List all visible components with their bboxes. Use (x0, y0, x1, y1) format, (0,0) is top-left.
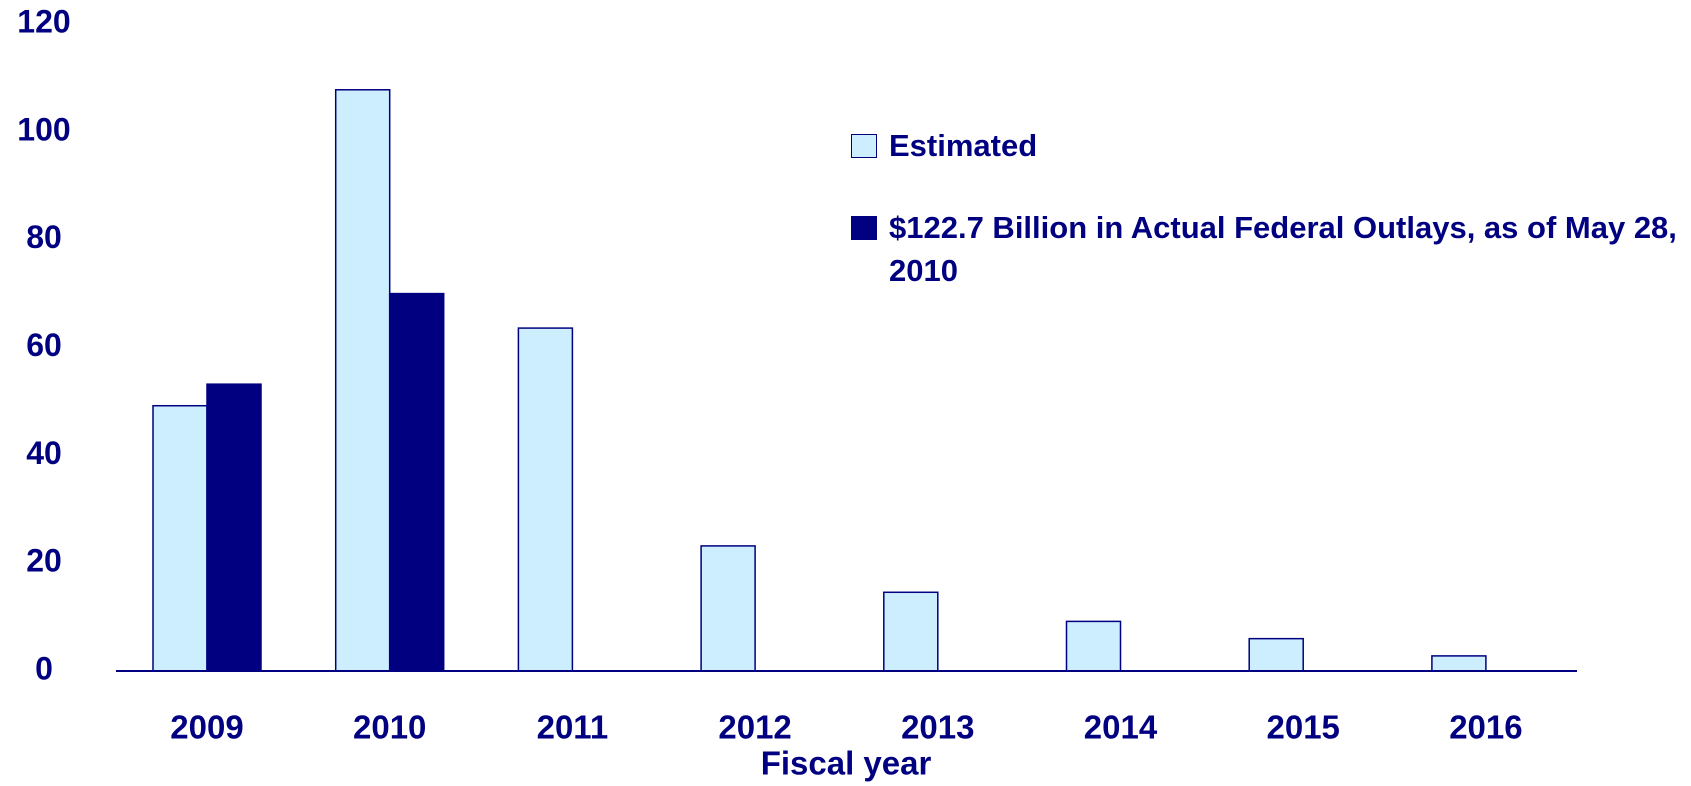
x-tick-label: 2016 (1449, 709, 1522, 746)
y-tick-label: 80 (26, 219, 62, 255)
bar (1431, 655, 1487, 672)
x-axis-label: Fiscal year (761, 745, 932, 782)
y-tick-label: 0 (35, 650, 53, 686)
bar (1065, 620, 1122, 672)
y-tick-label: 60 (26, 327, 62, 363)
x-tick-label: 2011 (537, 709, 609, 746)
bar (206, 383, 262, 672)
x-tick-label: 2013 (901, 709, 974, 746)
bar (1248, 637, 1304, 672)
bar (517, 327, 574, 672)
y-tick-label: 100 (17, 111, 70, 147)
bar (334, 89, 391, 672)
y-tick-label: 20 (26, 543, 62, 579)
bar (700, 545, 756, 672)
bar (388, 292, 445, 672)
bar (883, 591, 939, 672)
x-tick-label: 2012 (718, 709, 791, 746)
y-tick-label: 40 (26, 435, 62, 471)
x-tick-label: 2009 (170, 709, 243, 746)
legend-label: $122.7 Billion in Actual Federal Outlays… (889, 210, 1677, 288)
x-tick-label: 2014 (1084, 709, 1158, 746)
legend-swatch (851, 216, 877, 240)
legend-swatch (851, 134, 877, 158)
bar (152, 404, 208, 672)
x-tick-label: 2010 (353, 709, 426, 746)
x-tick-label: 2015 (1266, 709, 1339, 746)
legend-entry: Estimated (851, 124, 1681, 167)
legend-label: Estimated (889, 128, 1038, 163)
y-tick-label: 120 (17, 3, 70, 39)
legend-entry: $122.7 Billion in Actual Federal Outlays… (851, 206, 1681, 292)
